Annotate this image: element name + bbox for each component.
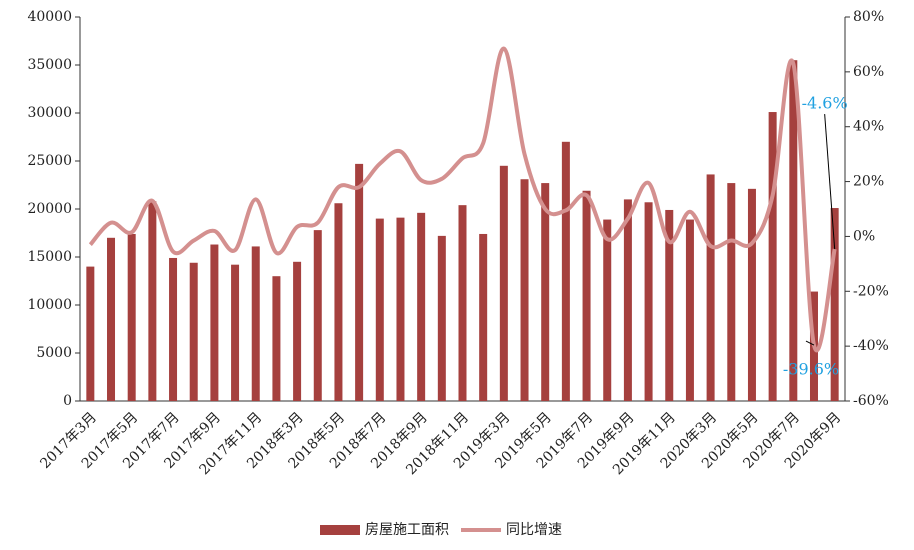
y2-tick-label: 80%: [853, 9, 884, 25]
data-label: -4.6%: [802, 94, 848, 113]
bar: [623, 199, 632, 401]
bar: [479, 233, 488, 401]
bar: [189, 262, 198, 401]
y2-tick-label: -60%: [853, 393, 889, 409]
bar: [747, 188, 756, 401]
bar: [768, 112, 777, 401]
y2-tick-label: 60%: [853, 64, 884, 80]
bar: [313, 230, 322, 401]
bar: [727, 183, 736, 401]
bar: [541, 183, 550, 401]
bar: [561, 141, 570, 402]
annotation-line: [824, 114, 836, 250]
bar: [231, 264, 240, 401]
bar: [169, 257, 178, 401]
y-tick-label: 15000: [27, 249, 72, 265]
bar: [789, 60, 798, 401]
bar: [417, 212, 426, 401]
y-tick-label: 5000: [36, 345, 72, 361]
bar: [334, 203, 343, 401]
bar: [251, 246, 260, 401]
legend-label: 同比增速: [506, 522, 562, 538]
y-tick-label: 25000: [27, 153, 72, 169]
bar: [437, 235, 446, 401]
bar: [127, 233, 136, 401]
y2-tick-label: 40%: [853, 119, 884, 135]
y-tick-label: 0: [63, 393, 72, 409]
bar: [582, 190, 591, 401]
bar: [603, 219, 612, 401]
y2-tick-label: -40%: [853, 338, 889, 354]
data-label: -39.6%: [783, 360, 839, 379]
y-tick-label: 20000: [27, 201, 72, 217]
y-tick-label: 35000: [27, 57, 72, 73]
y2-tick-label: -20%: [853, 283, 889, 299]
bar: [665, 209, 674, 401]
bar: [644, 202, 653, 401]
bar: [685, 219, 694, 401]
y2-tick-label: 20%: [853, 174, 884, 190]
bar: [293, 261, 302, 401]
y-tick-label: 40000: [27, 9, 72, 25]
bar: [520, 179, 529, 401]
bar: [458, 205, 467, 401]
bar: [272, 276, 281, 401]
bar: [706, 174, 715, 401]
bar: [86, 266, 95, 401]
line: [88, 46, 837, 353]
bar: [355, 163, 364, 401]
bar: [396, 217, 405, 401]
bar: [148, 201, 157, 401]
bar: [375, 218, 384, 401]
y-tick-label: 30000: [27, 105, 72, 121]
bar: [107, 237, 116, 401]
legend-label: 房屋施工面积: [365, 522, 449, 538]
y-tick-label: 10000: [27, 297, 72, 313]
y2-tick-label: 0%: [853, 228, 875, 244]
bar: [499, 165, 508, 401]
bar: [830, 208, 839, 401]
annotation-line: [805, 340, 815, 346]
legend-swatch: [320, 525, 360, 535]
bar: [210, 244, 219, 401]
